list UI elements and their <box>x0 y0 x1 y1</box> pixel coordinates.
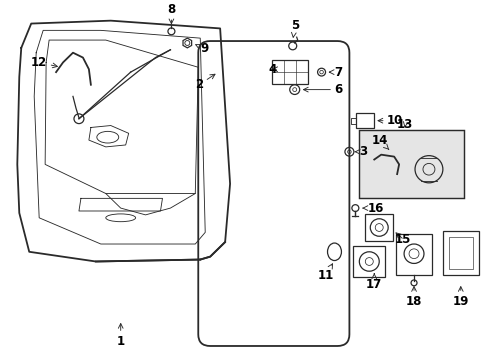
Text: 8: 8 <box>167 3 175 24</box>
Text: 6: 6 <box>303 83 342 96</box>
Bar <box>271 60 307 84</box>
Bar <box>359 130 463 198</box>
Bar <box>448 237 472 269</box>
Text: 18: 18 <box>405 287 421 307</box>
Text: 2: 2 <box>195 74 215 91</box>
Text: 4: 4 <box>268 63 277 76</box>
Bar <box>356 113 373 129</box>
Bar <box>395 234 431 275</box>
Bar <box>365 214 392 241</box>
Bar <box>442 231 478 275</box>
Bar <box>353 246 385 277</box>
Text: 16: 16 <box>362 202 383 215</box>
Text: 12: 12 <box>31 56 57 69</box>
Text: 7: 7 <box>328 66 342 78</box>
Text: 13: 13 <box>396 118 412 131</box>
Text: 19: 19 <box>452 287 468 307</box>
Text: 15: 15 <box>394 233 411 246</box>
Text: 10: 10 <box>377 114 403 127</box>
Text: 14: 14 <box>370 134 388 149</box>
Text: 11: 11 <box>317 264 333 282</box>
Text: 3: 3 <box>354 145 366 158</box>
Text: 9: 9 <box>195 42 208 55</box>
Text: 1: 1 <box>117 324 124 348</box>
Text: 17: 17 <box>366 274 382 291</box>
Text: 5: 5 <box>290 19 298 37</box>
